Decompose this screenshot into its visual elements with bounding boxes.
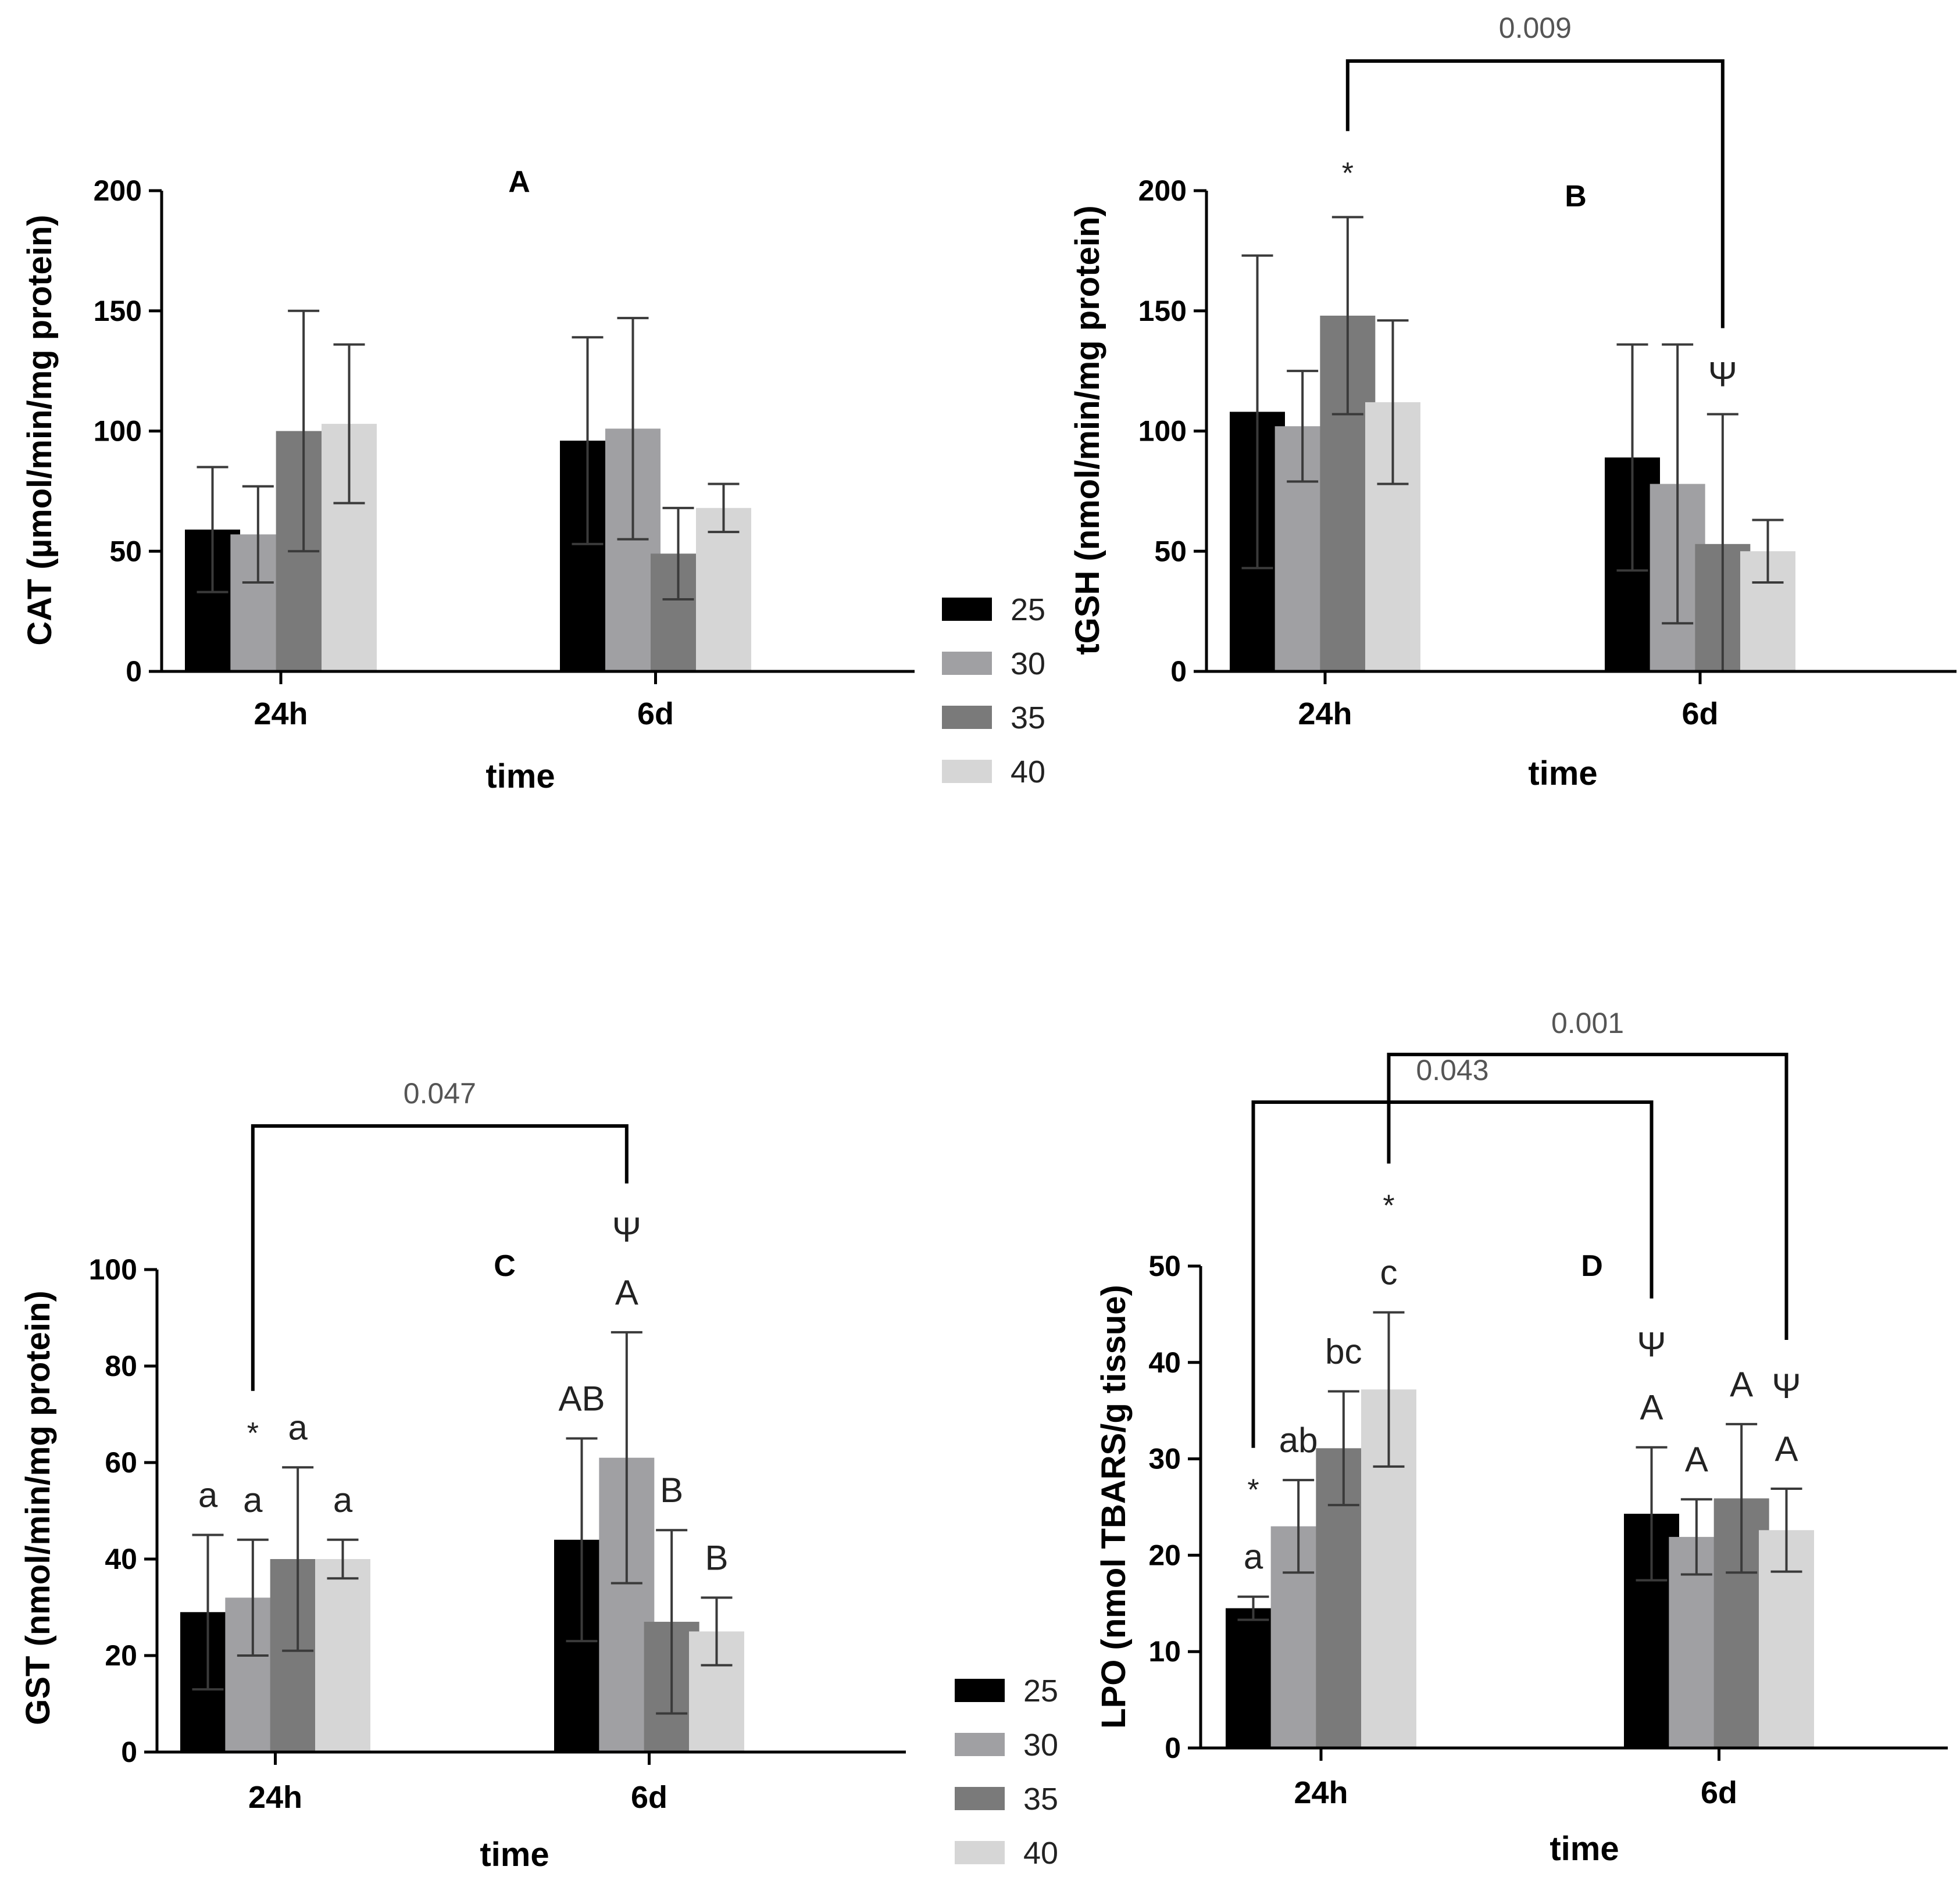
significance-letter: AB	[558, 1379, 605, 1418]
legend-swatch-40	[955, 1841, 1005, 1864]
panel-letter: C	[494, 1249, 516, 1283]
comparison-bracket	[1387, 1053, 1788, 1340]
bracket-p-value: 0.047	[404, 1077, 476, 1110]
significance-letter: A	[1685, 1440, 1708, 1479]
x-axis-title: time	[1550, 1830, 1619, 1868]
bracket-p-value: 0.043	[1416, 1054, 1488, 1086]
legend-top: 25 30 35 40	[942, 592, 1045, 789]
comparison-bracket	[1251, 1100, 1654, 1448]
y-tick-label: 100	[94, 415, 142, 448]
legend-bottom: 25 30 35 40	[955, 1674, 1058, 1871]
y-axis-title: GST (nmol/min/mg protein)	[19, 1290, 57, 1725]
significance-star: *	[1247, 1474, 1259, 1507]
bracket-p-value: 0.009	[1499, 12, 1572, 44]
y-axis-title: LPO (nmol TBARS/g tissue)	[1095, 1285, 1133, 1729]
y-tick-label: 40	[1148, 1346, 1181, 1379]
significance-letter: a	[198, 1476, 218, 1515]
x-tick-label-24h: 24h	[1294, 1775, 1348, 1810]
y-tick-label: 40	[105, 1543, 137, 1575]
significance-letter: c	[1380, 1253, 1398, 1292]
significance-letter: Ψ	[1708, 355, 1737, 394]
y-tick-label: 60	[105, 1446, 137, 1479]
significance-star: *	[247, 1417, 259, 1450]
comparison-bracket	[1345, 59, 1725, 328]
y-tick-label: 0	[126, 655, 142, 688]
y-tick-label: 150	[1138, 295, 1187, 327]
legend-label-40: 40	[1011, 755, 1045, 789]
y-tick-label: 150	[94, 295, 142, 327]
y-tick-label: 200	[1138, 174, 1187, 207]
y-tick-label: 200	[94, 174, 142, 207]
bar-40-6d	[696, 507, 751, 671]
y-tick-label: 100	[89, 1253, 137, 1286]
y-axis-title: tGSH (nmol/min/mg protein)	[1069, 205, 1106, 655]
panel-c-chart: 0 20 40 60 80 100 24h 6d time GST (nmol/min/mg pr…	[19, 1077, 906, 1874]
significance-letter: A	[1730, 1365, 1753, 1404]
significance-letter: a	[333, 1481, 353, 1520]
legend-swatch-25	[955, 1679, 1005, 1702]
significance-letter: a	[288, 1408, 308, 1447]
legend-label-30: 30	[1023, 1728, 1058, 1763]
x-axis-title: time	[480, 1836, 549, 1874]
x-tick-label-6d: 6d	[1681, 696, 1718, 731]
legend-label-40: 40	[1023, 1836, 1058, 1871]
y-tick-label: 30	[1148, 1443, 1181, 1475]
bracket-p-value: 0.001	[1551, 1007, 1624, 1039]
x-tick-label-24h: 24h	[248, 1780, 302, 1815]
panel-letter: B	[1565, 180, 1587, 213]
y-tick-label: 0	[1165, 1732, 1181, 1764]
y-tick-label: 50	[1148, 1250, 1181, 1282]
y-tick-label: 0	[121, 1736, 137, 1768]
legend-label-25: 25	[1011, 592, 1045, 627]
legend-swatch-35	[942, 706, 992, 729]
y-tick-label: 50	[109, 535, 142, 567]
legend-swatch-35	[955, 1787, 1005, 1810]
legend-label-35: 35	[1011, 700, 1045, 735]
x-axis-title: time	[485, 757, 555, 795]
panel-b-chart: 0 50 100 150 200 24h 6d time tGSH (nmol/min/mg p…	[1069, 12, 1957, 792]
significance-letter: a	[243, 1481, 263, 1520]
panel-d-chart: 0 10 20 30 40 50 24h 6d time LPO (nmol TBARS/g ti…	[1095, 1007, 1948, 1868]
significance-letter: A	[1775, 1429, 1798, 1468]
legend-label-25: 25	[1023, 1674, 1058, 1708]
significance-letter: bc	[1325, 1332, 1362, 1371]
y-tick-label: 10	[1148, 1635, 1181, 1668]
significance-letter: Ψ	[1772, 1367, 1801, 1406]
bar-40-24h	[315, 1559, 370, 1752]
panel-letter: A	[508, 165, 530, 199]
y-tick-label: 20	[1148, 1539, 1181, 1571]
y-tick-label: 20	[105, 1639, 137, 1672]
significance-letter: ab	[1279, 1421, 1318, 1460]
legend-label-30: 30	[1011, 646, 1045, 681]
y-tick-label: 100	[1138, 415, 1187, 448]
y-axis-title: CAT (µmol/min/mg protein)	[21, 215, 59, 645]
legend-swatch-30	[942, 652, 992, 675]
x-tick-label-6d: 6d	[1701, 1775, 1737, 1810]
significance-letter: B	[660, 1471, 683, 1510]
legend-label-35: 35	[1023, 1782, 1058, 1817]
significance-letter: A	[615, 1273, 638, 1312]
x-axis-title: time	[1528, 755, 1597, 792]
significance-letter: Ψ	[1637, 1325, 1666, 1364]
legend-swatch-30	[955, 1733, 1005, 1756]
significance-letter: a	[1244, 1538, 1263, 1576]
significance-star: *	[1342, 156, 1354, 190]
panel-a-chart: 0 50 100 150 200 24h 6d time CAT (µmol/min/mg pr…	[21, 165, 915, 795]
y-tick-label: 0	[1170, 655, 1187, 688]
legend-swatch-40	[942, 760, 992, 783]
significance-letter: B	[705, 1538, 728, 1577]
x-tick-label-6d: 6d	[631, 1780, 667, 1815]
y-tick-label: 50	[1154, 535, 1187, 567]
x-tick-label-24h: 24h	[1298, 696, 1352, 731]
comparison-bracket	[251, 1124, 629, 1391]
significance-letter: A	[1640, 1388, 1663, 1427]
significance-star: *	[1383, 1189, 1394, 1223]
significance-letter: Ψ	[612, 1210, 641, 1249]
y-tick-label: 80	[105, 1350, 137, 1382]
x-tick-label-6d: 6d	[637, 696, 674, 731]
panel-letter: D	[1581, 1249, 1603, 1283]
legend-swatch-25	[942, 598, 992, 621]
x-tick-label-24h: 24h	[254, 696, 308, 731]
